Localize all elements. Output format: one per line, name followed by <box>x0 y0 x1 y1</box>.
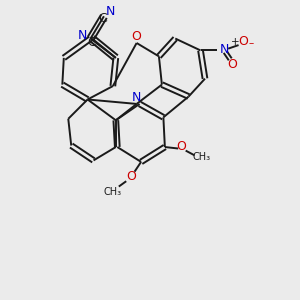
Text: O: O <box>127 170 136 183</box>
Text: O: O <box>132 30 142 43</box>
Text: O: O <box>227 58 237 71</box>
Text: N: N <box>131 91 141 104</box>
Text: N: N <box>106 5 115 18</box>
Text: N: N <box>78 29 87 42</box>
Text: CH₃: CH₃ <box>192 152 211 162</box>
Text: O: O <box>238 35 248 48</box>
Text: CH₃: CH₃ <box>104 187 122 196</box>
Text: –: – <box>249 38 254 48</box>
Text: +: + <box>231 37 240 47</box>
Text: C: C <box>98 12 107 25</box>
Text: N: N <box>220 43 229 56</box>
Text: O: O <box>176 140 186 153</box>
Text: C: C <box>88 36 96 49</box>
